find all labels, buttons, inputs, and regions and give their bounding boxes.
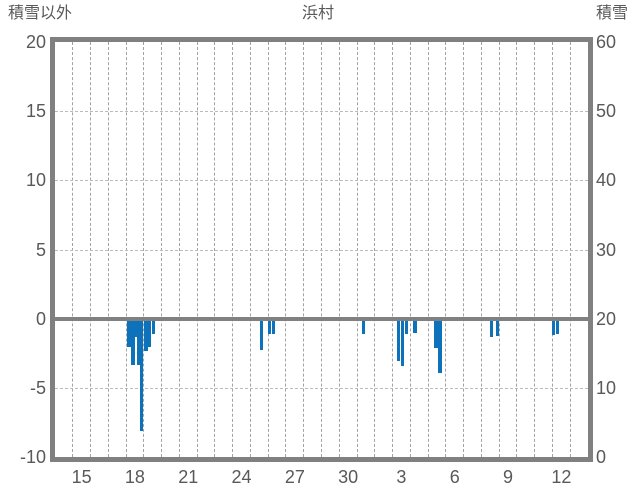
data-bar <box>405 320 409 335</box>
horizontal-gridline <box>55 180 588 182</box>
plot-area <box>55 42 588 457</box>
zero-line <box>55 316 588 321</box>
x-tick-label: 12 <box>551 467 572 487</box>
data-bar <box>152 320 156 335</box>
left-tick-label: 0 <box>35 308 46 329</box>
data-bar <box>434 320 438 349</box>
x-tick-label: 30 <box>338 467 359 487</box>
data-bar <box>551 320 555 336</box>
data-bar <box>438 320 443 374</box>
data-bar <box>139 320 143 432</box>
horizontal-gridline <box>55 249 588 251</box>
right-tick-label: 0 <box>596 447 607 467</box>
right-tick-label: 50 <box>596 101 617 122</box>
data-bar <box>413 320 417 334</box>
x-tick-label: 15 <box>71 467 92 487</box>
x-tick-label: 21 <box>178 467 199 487</box>
left-axis-title: 積雪以外 <box>8 5 73 22</box>
right-tick-label: 20 <box>596 308 617 329</box>
data-bar <box>147 320 151 347</box>
data-bar <box>555 320 559 334</box>
right-tick-label: 30 <box>596 239 617 260</box>
x-tick-label: 18 <box>124 467 145 487</box>
left-tick-label: 15 <box>25 101 46 122</box>
data-bar <box>495 320 499 336</box>
data-bar <box>260 320 264 350</box>
data-bar <box>137 320 141 365</box>
left-tick-label: 10 <box>25 170 46 191</box>
left-tick-label: 5 <box>35 239 46 260</box>
data-bar <box>144 320 148 352</box>
x-tick-label: 27 <box>284 467 305 487</box>
right-tick-label: 10 <box>596 377 617 398</box>
chart-title: 浜村 <box>301 5 334 22</box>
right-axis-title: 積雪 <box>595 5 628 22</box>
x-tick-label: 6 <box>449 467 460 487</box>
data-bar <box>271 320 275 335</box>
data-bar <box>134 320 138 338</box>
x-tick-label: 9 <box>503 467 514 487</box>
data-bar <box>362 320 366 335</box>
left-tick-label: -10 <box>19 447 46 467</box>
horizontal-gridline <box>55 387 588 389</box>
data-bar <box>131 320 135 365</box>
right-tick-label: 60 <box>596 32 617 52</box>
data-bar <box>127 320 132 347</box>
data-bar <box>396 320 400 361</box>
right-tick-label: 40 <box>596 170 617 191</box>
data-bar <box>489 320 493 338</box>
x-tick-label: 24 <box>231 467 252 487</box>
data-bar <box>268 320 272 335</box>
data-bar <box>400 320 404 367</box>
x-tick-label: 3 <box>396 467 407 487</box>
horizontal-gridline <box>55 111 588 113</box>
left-tick-label: 20 <box>25 32 46 52</box>
left-tick-label: -5 <box>29 377 46 398</box>
